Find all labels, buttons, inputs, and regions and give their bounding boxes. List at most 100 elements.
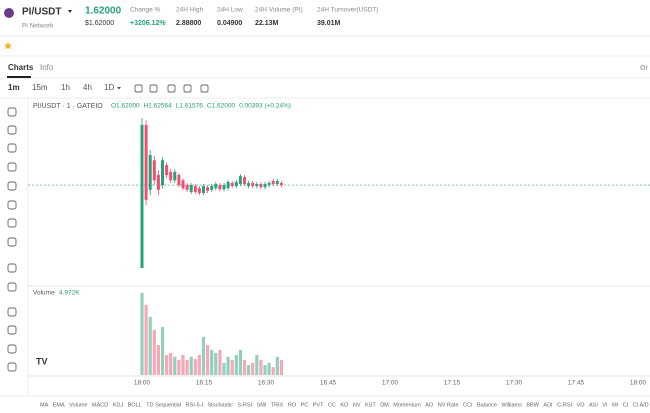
candle-body bbox=[148, 154, 152, 190]
indicator[interactable]: RO bbox=[288, 402, 297, 408]
indicator[interactable]: Balance bbox=[477, 402, 497, 408]
volume-bar bbox=[185, 359, 189, 375]
candle-body bbox=[173, 171, 177, 181]
drawing-tool[interactable] bbox=[7, 200, 17, 210]
indicator[interactable]: Volume bbox=[69, 402, 87, 408]
volume-bar bbox=[226, 356, 230, 375]
volume-bar bbox=[181, 355, 185, 375]
indicator[interactable]: PVT bbox=[313, 402, 324, 408]
volume-bar bbox=[177, 359, 181, 375]
indicator[interactable]: CCI bbox=[463, 402, 473, 408]
volume-bar bbox=[156, 345, 160, 375]
volume-bar bbox=[210, 349, 214, 375]
indicator[interactable]: C-RSI bbox=[557, 402, 572, 408]
candle-body bbox=[267, 182, 271, 186]
indicator[interactable]: BBW bbox=[526, 402, 539, 408]
volume-bar bbox=[271, 367, 275, 375]
candle-body bbox=[255, 184, 259, 187]
candle-body bbox=[230, 182, 234, 187]
indicator[interactable]: KST bbox=[365, 402, 376, 408]
drawing-tool[interactable] bbox=[7, 125, 17, 135]
drawing-tool[interactable] bbox=[7, 362, 17, 372]
candle-body bbox=[181, 180, 185, 189]
drawing-tool[interactable] bbox=[7, 344, 17, 354]
legend-low: L1.61576 bbox=[176, 103, 203, 110]
stat-value: 2.88800 bbox=[176, 20, 201, 27]
interval[interactable]: 1h bbox=[61, 83, 70, 92]
drawing-tool[interactable] bbox=[7, 237, 17, 247]
indicator[interactable]: CI bbox=[623, 402, 629, 408]
coin-logo bbox=[4, 8, 14, 18]
volume-bar bbox=[255, 355, 259, 375]
symbol-dropdown[interactable] bbox=[68, 10, 72, 13]
indicator[interactable]: BOLL bbox=[128, 402, 142, 408]
indicator[interactable]: VO bbox=[577, 402, 586, 408]
toolbar-icon[interactable] bbox=[134, 84, 143, 93]
active-tab-underline bbox=[7, 76, 31, 78]
indicator[interactable]: SMI bbox=[257, 402, 267, 408]
stat-label: Change % bbox=[130, 7, 161, 14]
candle-body bbox=[165, 165, 169, 176]
interval-dropdown[interactable] bbox=[117, 87, 121, 90]
indicator[interactable]: CC bbox=[328, 402, 336, 408]
drawing-tool[interactable] bbox=[7, 143, 17, 153]
toolbar-icon[interactable] bbox=[200, 84, 209, 93]
indicator[interactable]: EMA bbox=[53, 402, 65, 408]
volume-title: Volume bbox=[33, 290, 55, 297]
indicator[interactable]: PC bbox=[301, 402, 309, 408]
toolbar-icon[interactable] bbox=[167, 84, 176, 93]
drawing-tool[interactable] bbox=[7, 282, 17, 292]
indicator[interactable]: KO bbox=[340, 402, 349, 408]
time-label: 16:45 bbox=[320, 380, 337, 387]
indicator[interactable]: KDJ bbox=[113, 402, 124, 408]
tab[interactable]: Info bbox=[40, 63, 54, 72]
toolbar-icon[interactable] bbox=[183, 84, 192, 93]
indicator[interactable]: MA bbox=[40, 402, 49, 408]
candle-body bbox=[156, 175, 160, 190]
candle-body bbox=[193, 186, 197, 192]
interval[interactable]: 1D bbox=[104, 83, 114, 92]
indicator[interactable]: MACD bbox=[92, 402, 108, 408]
indicator[interactable]: RSI-5-I bbox=[186, 402, 204, 408]
indicator[interactable]: ADI bbox=[543, 402, 553, 408]
indicator[interactable]: CI A/D bbox=[633, 402, 649, 408]
drawing-tool[interactable] bbox=[7, 325, 17, 335]
indicator[interactable]: TRIX bbox=[271, 402, 284, 408]
drawing-tool[interactable] bbox=[7, 181, 17, 191]
tab[interactable]: Charts bbox=[8, 63, 34, 72]
indicator[interactable]: TD Sequential bbox=[146, 402, 181, 408]
indicator[interactable]: NV bbox=[353, 402, 361, 408]
indicator[interactable]: Williams bbox=[501, 402, 522, 408]
interval[interactable]: 15m bbox=[32, 83, 48, 92]
favorite-star[interactable] bbox=[4, 42, 12, 50]
indicator[interactable]: AO bbox=[425, 402, 434, 408]
indicator[interactable]: S-RSI bbox=[237, 402, 252, 408]
time-label: 18:00 bbox=[134, 380, 151, 387]
interval[interactable]: 1m bbox=[8, 83, 20, 92]
indicator[interactable]: DM bbox=[380, 402, 389, 408]
volume-bar bbox=[230, 359, 234, 375]
indicator[interactable]: VI bbox=[602, 402, 608, 408]
indicator[interactable]: MI bbox=[612, 402, 619, 408]
toolbar-icon[interactable] bbox=[149, 84, 158, 93]
stat-value: 22.13M bbox=[255, 20, 279, 27]
drawing-tool[interactable] bbox=[7, 263, 17, 273]
indicator[interactable]: Stochastic bbox=[207, 402, 233, 408]
candle-body bbox=[259, 184, 263, 188]
indicator[interactable]: Momentum bbox=[393, 402, 421, 408]
drawing-tool[interactable] bbox=[7, 107, 17, 117]
legend-symbol: PI/USDT · 1 · GATEIO bbox=[33, 103, 103, 110]
drawing-tool[interactable] bbox=[7, 162, 17, 172]
corner-text: Or bbox=[640, 65, 648, 72]
interval[interactable]: 4h bbox=[83, 83, 92, 92]
last-price: 1.62000 bbox=[85, 6, 122, 17]
indicator[interactable]: ASI bbox=[589, 402, 598, 408]
symbol[interactable]: PI/USDT bbox=[22, 7, 61, 18]
indicator[interactable]: NV Rate bbox=[438, 402, 459, 408]
volume-bar bbox=[140, 293, 144, 375]
drawing-tool[interactable] bbox=[7, 218, 17, 228]
candle-body bbox=[263, 184, 267, 188]
drawing-tool[interactable] bbox=[7, 307, 17, 317]
candle-body bbox=[271, 180, 275, 185]
